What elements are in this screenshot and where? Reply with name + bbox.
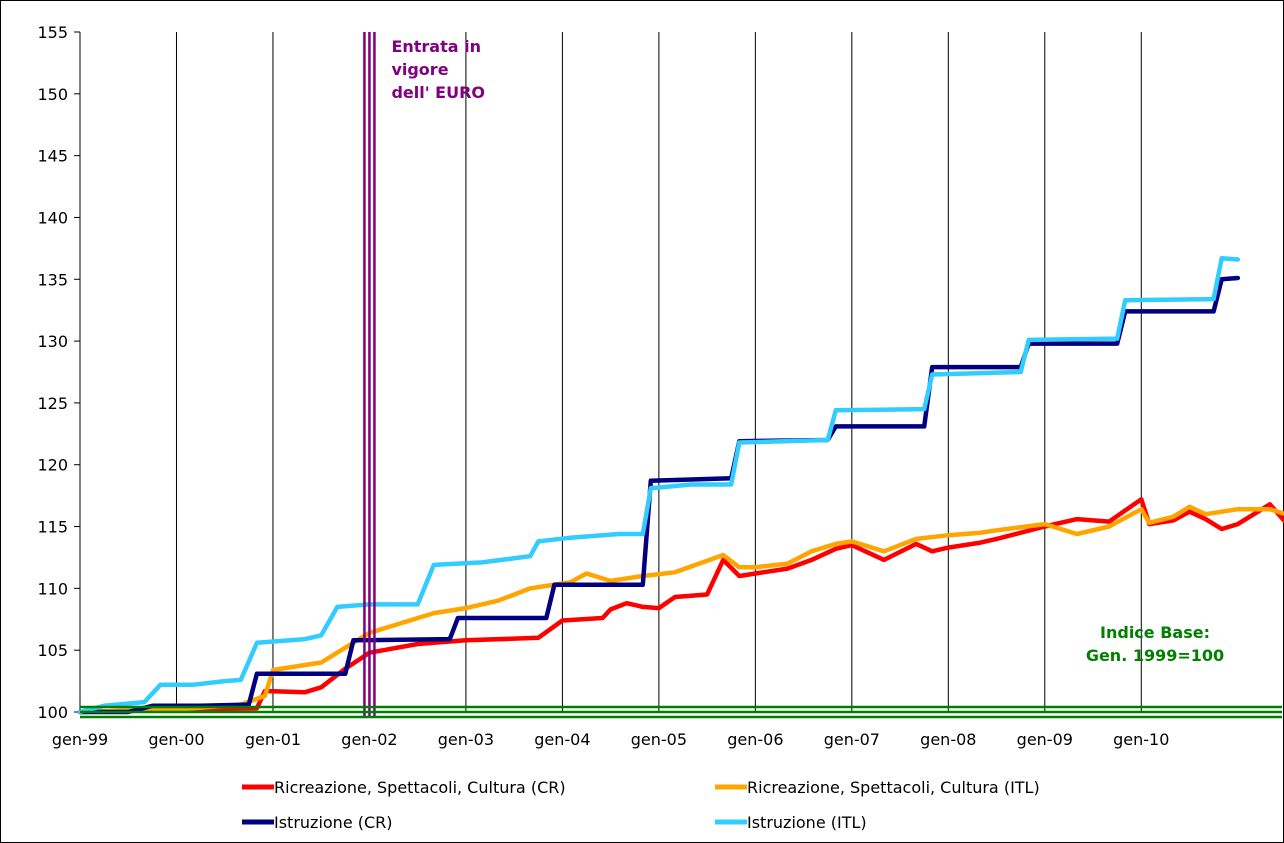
- series-line-2: [77, 504, 1284, 715]
- y-tick-label: 105: [37, 641, 68, 660]
- euro-label: Entrata in vigore dell' EURO: [391, 37, 485, 102]
- y-tick-label: 115: [37, 518, 68, 537]
- y-tick-label: 145: [37, 147, 68, 166]
- x-tick-label: gen-99: [52, 730, 108, 749]
- series-line-3: [77, 275, 1241, 715]
- y-tick-label: 150: [37, 85, 68, 104]
- euro-marker-lines: [363, 32, 376, 718]
- x-tick-label: gen-03: [438, 730, 494, 749]
- y-tick-label: 135: [37, 270, 68, 289]
- legend-label: Istruzione (CR): [274, 813, 393, 832]
- x-tick-label: gen-06: [727, 730, 783, 749]
- x-tick-label: gen-02: [341, 730, 397, 749]
- y-tick-label: 100: [37, 703, 68, 722]
- x-tick-label: gen-08: [920, 730, 976, 749]
- x-tick-label: gen-05: [631, 730, 687, 749]
- series-line-1: [77, 497, 1284, 715]
- y-tick-label: 125: [37, 394, 68, 413]
- base-index-label: Indice Base: Gen. 1999=100: [1086, 623, 1224, 665]
- y-tick-label: 155: [37, 23, 68, 42]
- x-tick-label: gen-07: [824, 730, 880, 749]
- y-tick-label: 130: [37, 332, 68, 351]
- series-line-4: [77, 256, 1241, 715]
- x-tick-label: gen-09: [1017, 730, 1073, 749]
- legend: Ricreazione, Spettacoli, Cultura (CR) Ric…: [242, 778, 1040, 832]
- x-tick-label: gen-04: [534, 730, 590, 749]
- legend-label: Ricreazione, Spettacoli, Cultura (ITL): [747, 778, 1040, 797]
- x-tick-label: gen-10: [1113, 730, 1169, 749]
- y-tick-label: 140: [37, 208, 68, 227]
- x-tick-label: gen-00: [148, 730, 204, 749]
- x-tick-label: gen-01: [245, 730, 301, 749]
- legend-label: Ricreazione, Spettacoli, Cultura (CR): [274, 778, 566, 797]
- legend-label: Istruzione (ITL): [747, 813, 867, 832]
- y-tick-label: 120: [37, 456, 68, 475]
- base-index-lines: [80, 705, 1282, 719]
- y-tick-label: 110: [37, 579, 68, 598]
